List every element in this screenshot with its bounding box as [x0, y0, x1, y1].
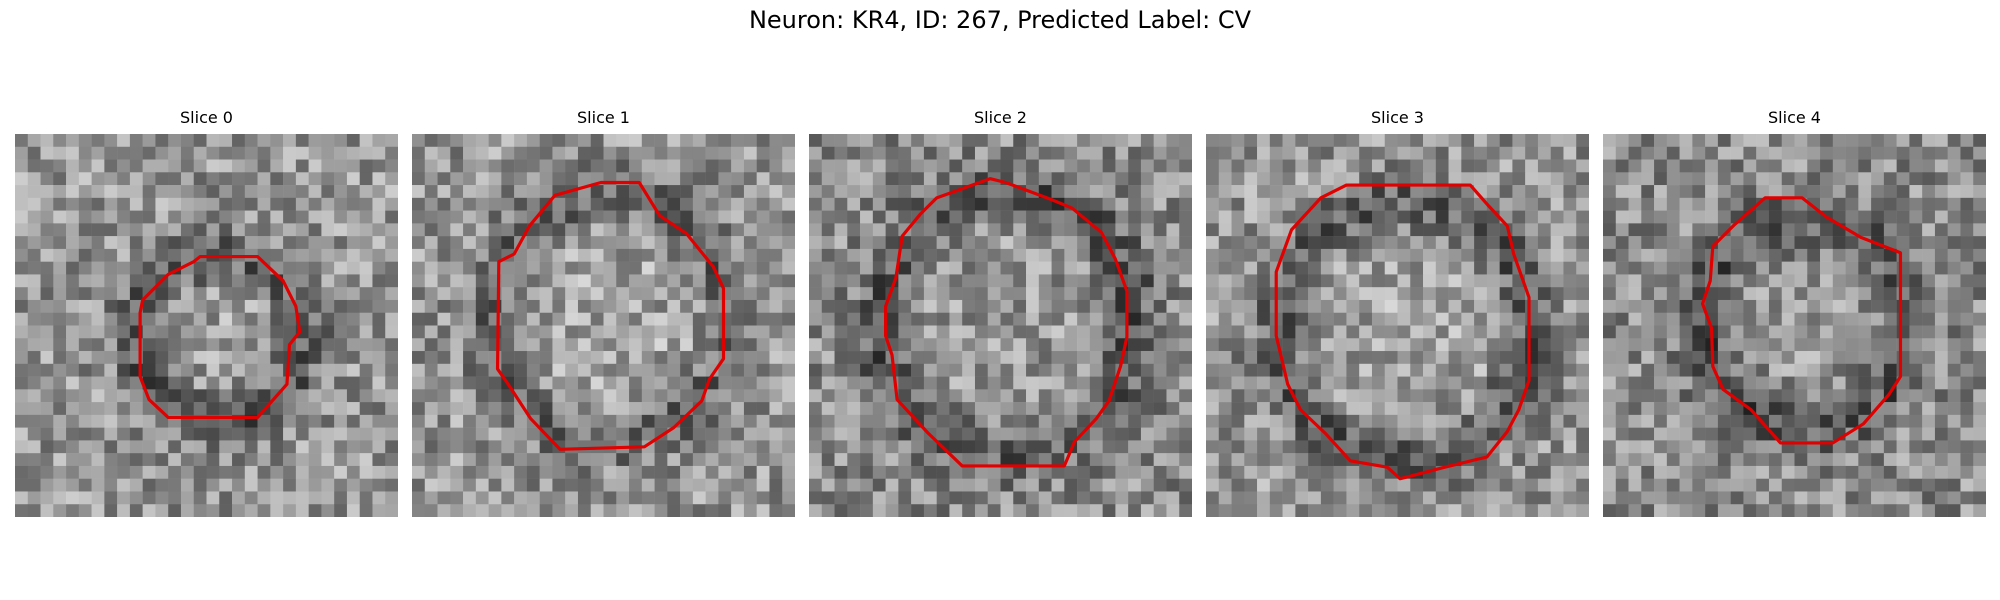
slice-image [412, 134, 795, 517]
roi-contour [1700, 196, 1903, 445]
slice-title: Slice 2 [974, 108, 1027, 127]
slice-title: Slice 1 [577, 108, 630, 127]
slice-title: Slice 0 [180, 108, 233, 127]
figure-title: Neuron: KR4, ID: 267, Predicted Label: C… [748, 6, 1252, 34]
slice-image-svg [15, 134, 398, 517]
slice-image-svg [412, 134, 795, 517]
slice-image [809, 134, 1192, 517]
slice-image-svg [1206, 134, 1589, 517]
slice-title: Slice 3 [1371, 108, 1424, 127]
pixel-grid [1603, 134, 1986, 517]
roi-contour [138, 254, 302, 420]
slice-panel-3: Slice 3 [1206, 108, 1589, 517]
slice-panel-1: Slice 1 [412, 108, 795, 517]
slice-image [1603, 134, 1986, 517]
roi-contour [495, 180, 726, 451]
slice-panel-0: Slice 0 [15, 108, 398, 517]
pixel-grid [412, 134, 795, 517]
roi-contour [1274, 183, 1531, 481]
slice-panel-2: Slice 2 [809, 108, 1192, 517]
roi-contour [884, 177, 1129, 468]
pixel-grid [15, 134, 398, 517]
slice-panel-4: Slice 4 [1603, 108, 1986, 517]
pixel-grid [1206, 134, 1589, 517]
slice-title: Slice 4 [1768, 108, 1821, 127]
slice-image [1206, 134, 1589, 517]
pixel-grid [809, 134, 1192, 517]
slice-image-svg [809, 134, 1192, 517]
slice-image [15, 134, 398, 517]
slice-image-svg [1603, 134, 1986, 517]
